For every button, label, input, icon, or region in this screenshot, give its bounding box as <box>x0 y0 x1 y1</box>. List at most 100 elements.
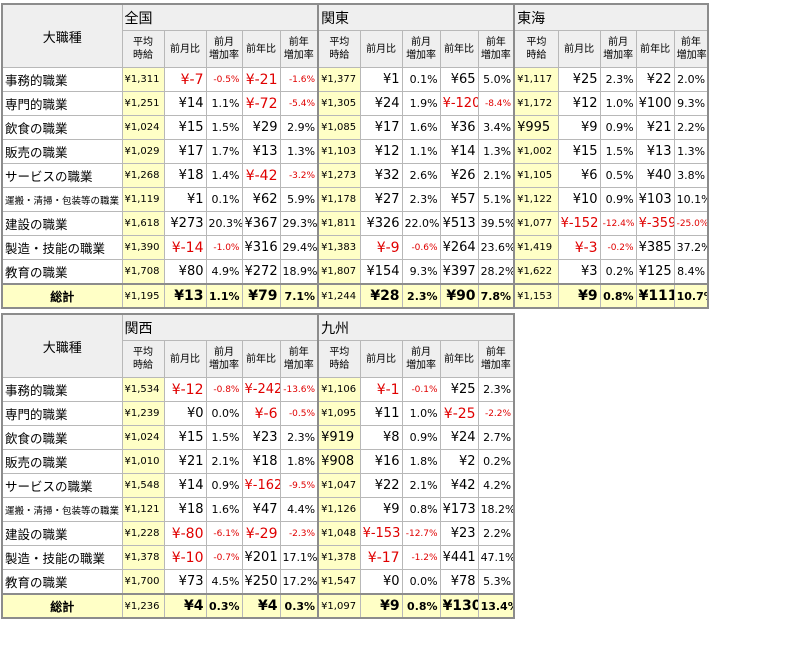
total-mom-diff-cell: ¥4 <box>163 593 207 619</box>
avg-wage-cell: ¥1,390 <box>121 235 165 260</box>
avg-wage-cell: ¥1,547 <box>317 569 361 595</box>
mom-rate-cell: 1.6% <box>205 497 243 522</box>
subheader-mom-rate: 前月 増加率 <box>401 30 441 68</box>
mom-rate-cell: -0.2% <box>599 235 637 260</box>
total-mom-rate-cell: 0.3% <box>205 593 243 619</box>
yoy-rate-cell: 2.9% <box>279 115 319 140</box>
yoy-diff-cell: ¥250 <box>241 569 281 595</box>
table-row: 運搬・清掃・包装等の職業 ¥1,119 ¥1 0.1% ¥62 5.9% ¥1,178 ¥27… <box>1 187 709 212</box>
yoy-rate-cell: 8.4% <box>673 259 709 285</box>
avg-wage-cell: ¥1,095 <box>317 401 361 426</box>
avg-wage-cell: ¥1,273 <box>317 163 361 188</box>
mom-diff-cell: ¥11 <box>359 401 403 426</box>
category-label: 飲食の職業 <box>1 425 123 450</box>
mom-rate-cell: 1.1% <box>205 91 243 116</box>
table-row: 運搬・清掃・包装等の職業 ¥1,121 ¥18 1.6% ¥47 4.4% ¥1,126 ¥9… <box>1 497 515 522</box>
avg-wage-cell: ¥1,811 <box>317 211 361 236</box>
region-header: 全国 <box>121 3 319 31</box>
avg-wage-cell: ¥1,378 <box>121 545 165 570</box>
yoy-diff-cell: ¥272 <box>241 259 281 285</box>
category-label: 飲食の職業 <box>1 115 123 140</box>
yoy-rate-cell: 2.2% <box>477 521 515 546</box>
mom-rate-cell: 1.4% <box>205 163 243 188</box>
mom-diff-cell: ¥0 <box>163 401 207 426</box>
yoy-diff-cell: ¥40 <box>635 163 675 188</box>
yoy-diff-cell: ¥441 <box>439 545 479 570</box>
mom-diff-cell: ¥-10 <box>163 545 207 570</box>
total-avg-wage-cell: ¥1,236 <box>121 593 165 619</box>
corner-label: 大職種 <box>1 3 123 68</box>
yoy-rate-cell: 29.4% <box>279 235 319 260</box>
yoy-rate-cell: 17.1% <box>279 545 319 570</box>
mom-diff-cell: ¥12 <box>557 91 601 116</box>
table-row: 飲食の職業 ¥1,024 ¥15 1.5% ¥29 2.9% ¥1,085 ¥17 1.6% ¥3… <box>1 115 709 140</box>
mom-rate-cell: 2.1% <box>205 449 243 474</box>
yoy-diff-cell: ¥-242 <box>241 377 281 402</box>
yoy-rate-cell: 3.4% <box>477 115 515 140</box>
subheader-yoy-diff: 前年比 <box>439 30 479 68</box>
yoy-diff-cell: ¥385 <box>635 235 675 260</box>
yoy-rate-cell: -2.2% <box>477 401 515 426</box>
table-row: 建設の職業 ¥1,618 ¥273 20.3% ¥367 29.3% ¥1,811 ¥326 2… <box>1 211 709 236</box>
category-label: 運搬・清掃・包装等の職業 <box>1 187 123 212</box>
yoy-rate-cell: -13.6% <box>279 377 319 402</box>
yoy-rate-cell: -0.5% <box>279 401 319 426</box>
yoy-diff-cell: ¥21 <box>635 115 675 140</box>
mom-rate-cell: 0.0% <box>205 401 243 426</box>
avg-wage-cell: ¥1,618 <box>121 211 165 236</box>
subheader-row: 平均 時給 前月比 前月 増加率 前年比 前年 増加率 平均 時給 前月比 前月 増加率 前年比 前年 増加率 <box>2 340 515 378</box>
table-row: 教育の職業 ¥1,708 ¥80 4.9% ¥272 18.9% ¥1,807 ¥154 9.3… <box>1 259 709 285</box>
avg-wage-cell: ¥1,178 <box>317 187 361 212</box>
avg-wage-cell: ¥1,419 <box>513 235 559 260</box>
category-label: 運搬・清掃・包装等の職業 <box>1 497 123 522</box>
category-label: 専門的職業 <box>1 401 123 426</box>
subheader-mom-diff: 前月比 <box>163 30 207 68</box>
mom-rate-cell: 0.1% <box>401 67 441 92</box>
yoy-diff-cell: ¥29 <box>241 115 281 140</box>
total-yoy-rate-cell: 7.8% <box>477 283 515 309</box>
total-yoy-rate-cell: 13.4% <box>477 593 515 619</box>
yoy-diff-cell: ¥25 <box>439 377 479 402</box>
total-yoy-rate-cell: 10.7% <box>673 283 709 309</box>
total-avg-wage-cell: ¥1,153 <box>513 283 559 309</box>
subheader-mom-rate: 前月 増加率 <box>599 30 637 68</box>
wage-table-bottom: 大職種 関西 九州 平均 時給 前月比 前月 増加率 前年比 前年 増加率 平均 時給 前月比 前月 増加率前… <box>1 313 516 619</box>
avg-wage-cell: ¥1,305 <box>317 91 361 116</box>
yoy-rate-cell: 28.2% <box>477 259 515 285</box>
mom-rate-cell: -0.6% <box>401 235 441 260</box>
subheader-yoy-diff: 前年比 <box>635 30 675 68</box>
mom-rate-cell: -0.1% <box>401 377 441 402</box>
table-row: 販売の職業 ¥1,029 ¥17 1.7% ¥13 1.3% ¥1,103 ¥12 1.1% ¥1… <box>1 139 709 164</box>
yoy-diff-cell: ¥-120 <box>439 91 479 116</box>
mom-diff-cell: ¥32 <box>359 163 403 188</box>
mom-diff-cell: ¥-153 <box>359 521 403 546</box>
mom-diff-cell: ¥-12 <box>163 377 207 402</box>
subheader-mom-rate: 前月 増加率 <box>205 30 243 68</box>
yoy-diff-cell: ¥103 <box>635 187 675 212</box>
yoy-rate-cell: 17.2% <box>279 569 319 595</box>
yoy-diff-cell: ¥-29 <box>241 521 281 546</box>
subheader-yoy-diff: 前年比 <box>241 340 281 378</box>
subheader-yoy-rate: 前年 増加率 <box>477 30 515 68</box>
yoy-diff-cell: ¥62 <box>241 187 281 212</box>
yoy-rate-cell: -2.3% <box>279 521 319 546</box>
header-row: 大職種 関西 九州 <box>1 313 515 378</box>
mom-rate-cell: 2.1% <box>401 473 441 498</box>
mom-diff-cell: ¥-7 <box>163 67 207 92</box>
table-row: 製造・技能の職業 ¥1,390 ¥-14 -1.0% ¥316 29.4% ¥1,383 ¥-… <box>1 235 709 260</box>
category-label: 製造・技能の職業 <box>1 235 123 260</box>
mom-rate-cell: -1.0% <box>205 235 243 260</box>
avg-wage-cell: ¥1,172 <box>513 91 559 116</box>
total-label: 総計 <box>1 593 123 619</box>
subheader-yoy-diff: 前年比 <box>241 30 281 68</box>
mom-diff-cell: ¥8 <box>359 425 403 450</box>
mom-diff-cell: ¥24 <box>359 91 403 116</box>
total-yoy-rate-cell: 7.1% <box>279 283 319 309</box>
category-label: 教育の職業 <box>1 259 123 285</box>
mom-diff-cell: ¥12 <box>359 139 403 164</box>
total-label: 総計 <box>1 283 123 309</box>
total-yoy-diff-cell: ¥90 <box>439 283 479 309</box>
avg-wage-cell: ¥1,103 <box>317 139 361 164</box>
mom-rate-cell: -12.4% <box>599 211 637 236</box>
mom-rate-cell: 0.5% <box>599 163 637 188</box>
